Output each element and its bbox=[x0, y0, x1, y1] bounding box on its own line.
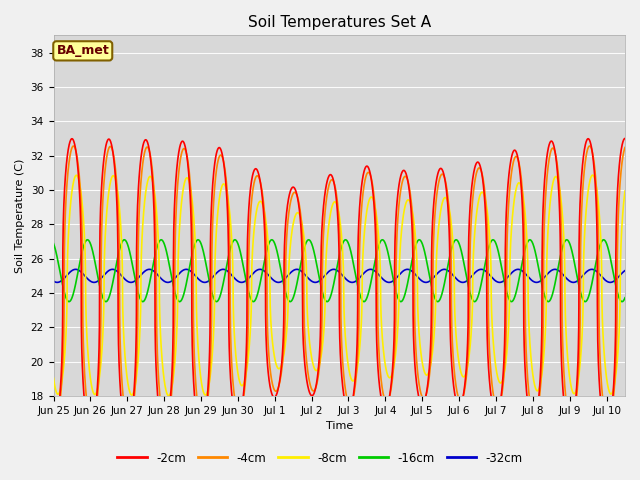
Line: -8cm: -8cm bbox=[54, 175, 625, 396]
-32cm bbox=[570, 279, 577, 285]
-16cm bbox=[611, 275, 618, 280]
-32cm bbox=[548, 267, 556, 273]
-16cm bbox=[115, 249, 123, 255]
-32cm bbox=[294, 266, 301, 272]
-4cm bbox=[269, 383, 276, 389]
-2cm bbox=[548, 139, 556, 145]
Line: -2cm: -2cm bbox=[54, 138, 625, 432]
-8cm bbox=[548, 182, 556, 188]
-8cm bbox=[621, 188, 629, 194]
-8cm bbox=[294, 210, 301, 216]
-4cm bbox=[162, 422, 170, 428]
-2cm bbox=[621, 135, 629, 141]
-2cm bbox=[294, 195, 301, 201]
-2cm bbox=[115, 349, 122, 355]
-2cm bbox=[148, 180, 156, 185]
-2cm bbox=[610, 377, 618, 383]
-32cm bbox=[621, 268, 629, 274]
-16cm bbox=[621, 295, 629, 300]
-16cm bbox=[149, 264, 157, 269]
-8cm bbox=[269, 343, 276, 348]
-32cm bbox=[50, 278, 58, 284]
Text: BA_met: BA_met bbox=[56, 44, 109, 57]
-4cm bbox=[294, 194, 301, 200]
-32cm bbox=[148, 267, 156, 273]
Y-axis label: Soil Temperature (C): Soil Temperature (C) bbox=[15, 158, 25, 273]
-32cm bbox=[611, 278, 618, 284]
-4cm bbox=[115, 219, 122, 225]
-16cm bbox=[50, 241, 58, 247]
-4cm bbox=[548, 145, 556, 151]
-8cm bbox=[115, 198, 122, 204]
-8cm bbox=[164, 393, 172, 398]
X-axis label: Time: Time bbox=[326, 421, 353, 432]
Line: -16cm: -16cm bbox=[54, 240, 625, 301]
-32cm bbox=[269, 276, 276, 282]
-4cm bbox=[621, 144, 629, 150]
-4cm bbox=[611, 387, 618, 393]
Title: Soil Temperatures Set A: Soil Temperatures Set A bbox=[248, 15, 431, 30]
-4cm bbox=[586, 143, 593, 149]
-16cm bbox=[84, 237, 92, 243]
-16cm bbox=[581, 299, 589, 304]
-32cm bbox=[115, 270, 122, 276]
-2cm bbox=[269, 393, 276, 399]
-2cm bbox=[161, 429, 168, 435]
-4cm bbox=[50, 419, 58, 424]
-4cm bbox=[148, 170, 156, 176]
-2cm bbox=[50, 428, 58, 433]
Line: -32cm: -32cm bbox=[54, 269, 625, 282]
-8cm bbox=[148, 179, 156, 184]
Line: -4cm: -4cm bbox=[54, 146, 625, 425]
-8cm bbox=[611, 383, 618, 389]
-8cm bbox=[589, 172, 596, 178]
-16cm bbox=[548, 291, 556, 297]
-16cm bbox=[269, 238, 276, 243]
-16cm bbox=[294, 277, 301, 283]
-32cm bbox=[293, 266, 301, 272]
-8cm bbox=[50, 375, 58, 381]
Legend: -2cm, -4cm, -8cm, -16cm, -32cm: -2cm, -4cm, -8cm, -16cm, -32cm bbox=[113, 447, 527, 469]
